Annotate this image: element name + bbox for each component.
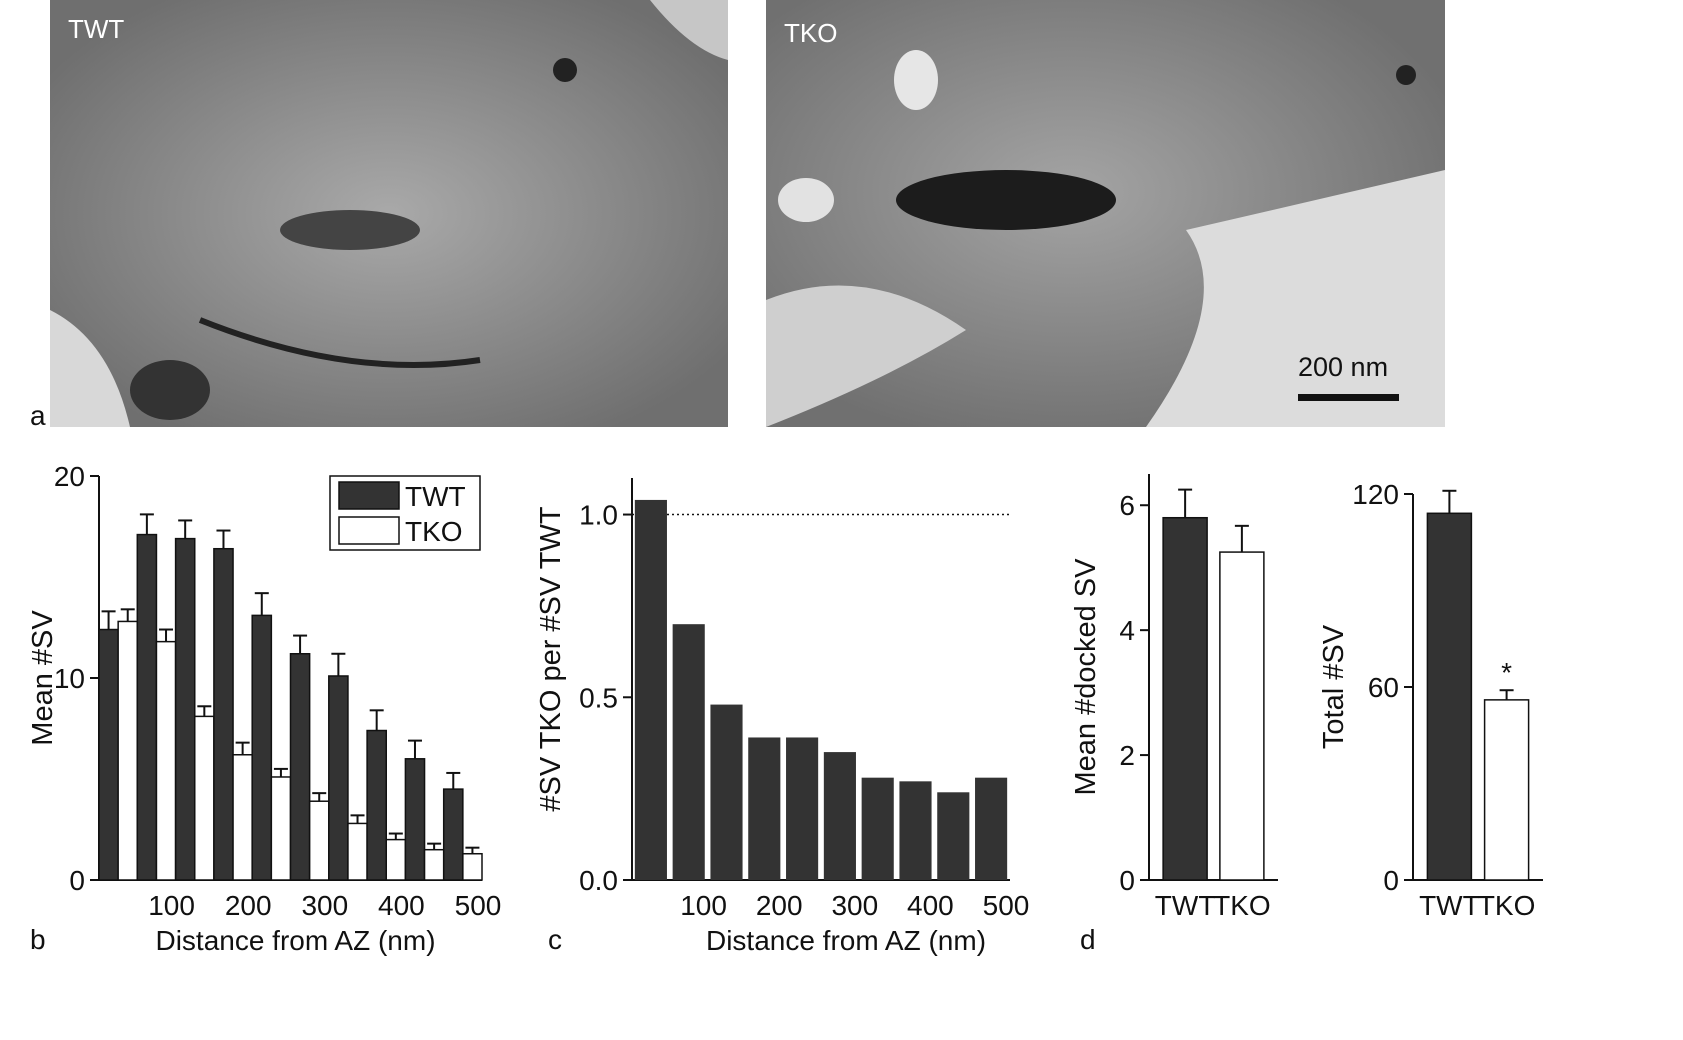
b-bar-tko <box>194 715 215 881</box>
em-texture-twt <box>50 0 728 427</box>
d2-y-tick-label: 60 <box>1368 672 1399 703</box>
b-x-tick-label: 400 <box>378 890 425 921</box>
d1-y-tick-label: 0 <box>1119 865 1135 896</box>
b-x-axis-label: Distance from AZ (nm) <box>155 925 435 956</box>
b-bar-twt <box>442 788 464 881</box>
c-bar <box>861 777 894 880</box>
b-bar-tko <box>270 776 292 881</box>
d2-x-tick-label: TWT <box>1419 890 1480 921</box>
b-bar-twt <box>98 628 119 881</box>
d1-y-tick-label: 2 <box>1119 740 1135 771</box>
b-bar-tko <box>232 754 253 881</box>
c-x-axis-label: Distance from AZ (nm) <box>706 925 986 956</box>
em-label-twt: TWT <box>68 14 125 44</box>
d2-y-tick-label: 120 <box>1352 479 1399 510</box>
c-bar <box>937 792 970 880</box>
c-bar <box>823 752 856 880</box>
em-micrograph-tko: TKO 200 nm <box>766 0 1445 427</box>
d1-y-tick-label: 6 <box>1119 490 1135 521</box>
d2-y-tick-label: 0 <box>1383 865 1399 896</box>
c-x-tick-label: 500 <box>983 890 1030 921</box>
b-y-tick-label: 10 <box>54 663 85 694</box>
b-bar-tko <box>347 822 368 881</box>
b-x-tick-label: 100 <box>148 890 195 921</box>
d1-y-axis-label: Mean #docked SV <box>1070 558 1102 796</box>
scale-bar <box>1298 394 1399 401</box>
b-x-tick-label: 300 <box>301 890 348 921</box>
c-bar <box>748 737 781 880</box>
b-bar-twt <box>328 675 349 881</box>
c-y-tick-label: 0.0 <box>579 865 618 896</box>
d2-significance-mark: * <box>1501 657 1512 688</box>
panel-letter-b: b <box>30 924 46 955</box>
em-label-tko: TKO <box>784 18 838 48</box>
b-bar-twt <box>404 758 426 881</box>
c-bar <box>634 499 667 880</box>
b-bar-tko <box>462 852 483 881</box>
b-bar-twt <box>366 729 388 881</box>
c-y-tick-label: 0.5 <box>579 682 618 713</box>
d1-y-tick-label: 4 <box>1119 615 1135 646</box>
b-legend-label-twt: TWT <box>405 481 466 512</box>
d1-bar-tko <box>1219 551 1265 881</box>
b-bar-twt <box>289 653 311 881</box>
b-bar-twt <box>213 547 234 881</box>
em-texture-tko <box>766 0 1445 427</box>
panel-letter-a: a <box>30 400 46 431</box>
c-y-tick-label: 1.0 <box>579 500 618 531</box>
b-y-tick-label: 20 <box>54 461 85 492</box>
c-x-tick-label: 100 <box>680 890 727 921</box>
panel-letter-c: c <box>548 924 562 955</box>
b-bar-tko <box>423 848 445 881</box>
c-bar <box>899 781 932 880</box>
d1-x-tick-label: TKO <box>1213 890 1271 921</box>
d1-bar-twt <box>1162 516 1208 881</box>
b-bar-twt <box>251 614 273 881</box>
b-bar-tko <box>117 620 139 881</box>
b-bar-tko <box>308 800 330 881</box>
b-y-tick-label: 0 <box>69 865 85 896</box>
b-legend-label-tko: TKO <box>405 516 463 547</box>
d2-bar-twt <box>1426 512 1473 881</box>
d2-bar-tko <box>1483 699 1530 881</box>
b-bar-tko <box>155 640 177 881</box>
panel-letter-d: d <box>1080 924 1096 955</box>
b-legend-swatch-twt <box>338 481 400 510</box>
c-bar <box>710 704 743 880</box>
b-x-tick-label: 200 <box>225 890 272 921</box>
c-x-tick-label: 300 <box>831 890 878 921</box>
c-bar <box>672 624 705 880</box>
b-bar-tko <box>385 838 407 881</box>
d2-y-axis-label: Total #SV <box>1318 624 1350 749</box>
c-x-tick-label: 400 <box>907 890 954 921</box>
b-y-axis-label: Mean #SV <box>27 610 59 746</box>
b-legend-swatch-tko <box>338 516 400 545</box>
c-y-axis-label: #SV TKO per #SV TWT <box>535 506 567 811</box>
b-bar-twt <box>136 533 158 881</box>
d1-x-tick-label: TWT <box>1155 890 1216 921</box>
c-x-tick-label: 200 <box>756 890 803 921</box>
b-x-tick-label: 500 <box>455 890 502 921</box>
c-bar <box>975 777 1008 880</box>
em-micrograph-twt: TWT <box>50 0 728 427</box>
scale-bar-label: 200 nm <box>1298 352 1389 382</box>
c-bar <box>786 737 819 880</box>
b-bar-twt <box>174 537 196 881</box>
d2-x-tick-label: TKO <box>1478 890 1536 921</box>
